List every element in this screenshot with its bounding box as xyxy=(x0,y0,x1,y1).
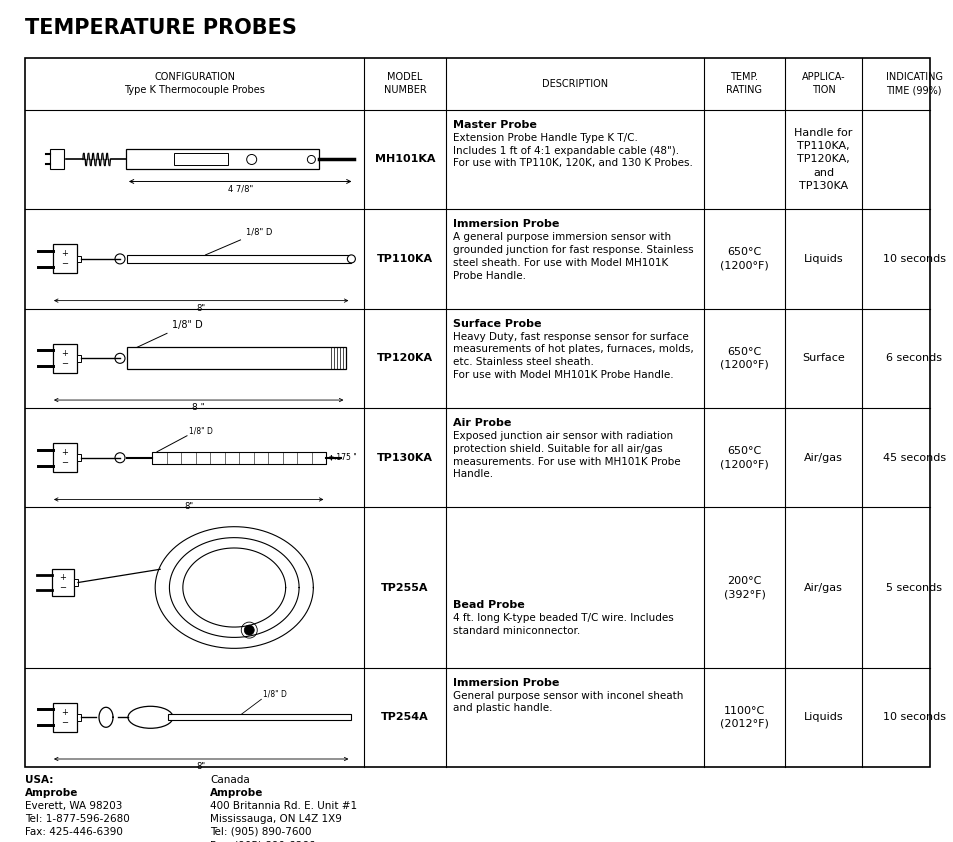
Text: Immersion Probe: Immersion Probe xyxy=(453,219,558,229)
Text: 8": 8" xyxy=(184,503,193,511)
Text: General purpose sensor with inconel sheath
and plastic handle.: General purpose sensor with inconel shea… xyxy=(453,690,682,713)
Text: TP110KA: TP110KA xyxy=(376,254,433,264)
Text: 200°C
(392°F): 200°C (392°F) xyxy=(722,576,764,600)
Text: DESCRIPTION: DESCRIPTION xyxy=(541,79,607,89)
Text: 1100°C
(2012°F): 1100°C (2012°F) xyxy=(720,706,768,729)
Text: Tel: 1-877-596-2680: Tel: 1-877-596-2680 xyxy=(25,814,130,824)
Bar xyxy=(74,579,78,586)
Bar xyxy=(152,452,326,464)
Bar xyxy=(127,255,351,263)
Text: Air/gas: Air/gas xyxy=(803,583,842,593)
Bar xyxy=(53,344,77,373)
Text: 10 seconds: 10 seconds xyxy=(882,254,944,264)
Text: Liquids: Liquids xyxy=(803,254,842,264)
Text: +: + xyxy=(62,249,69,258)
Text: Tel: (905) 890-7600: Tel: (905) 890-7600 xyxy=(210,827,312,837)
Text: A general purpose immersion sensor with
grounded junction for fast response. Sta: A general purpose immersion sensor with … xyxy=(453,232,693,280)
Text: MH101KA: MH101KA xyxy=(375,154,435,164)
Bar xyxy=(53,703,77,732)
Bar xyxy=(168,714,351,720)
Text: 8": 8" xyxy=(196,762,206,771)
Text: TP130KA: TP130KA xyxy=(376,453,433,463)
Circle shape xyxy=(347,255,355,263)
Bar xyxy=(77,255,81,263)
Circle shape xyxy=(247,154,256,164)
Text: TEMPERATURE PROBES: TEMPERATURE PROBES xyxy=(25,18,296,38)
Bar xyxy=(53,244,77,274)
Text: Surface: Surface xyxy=(801,354,844,364)
Text: Handle for
TP110KA,
TP120KA,
and
TP130KA: Handle for TP110KA, TP120KA, and TP130KA xyxy=(794,128,852,191)
Text: 1/8" D: 1/8" D xyxy=(263,690,287,698)
Text: Fax: (905) 890-6866: Fax: (905) 890-6866 xyxy=(210,840,314,842)
Ellipse shape xyxy=(128,706,172,728)
Text: TP255A: TP255A xyxy=(381,583,429,593)
Circle shape xyxy=(307,156,315,163)
Text: 4 ft. long K-type beaded T/C wire. Includes
standard miniconnector.: 4 ft. long K-type beaded T/C wire. Inclu… xyxy=(453,613,673,636)
Text: Liquids: Liquids xyxy=(803,712,842,722)
Text: −: − xyxy=(61,359,69,368)
Text: TP254A: TP254A xyxy=(381,712,429,722)
Text: 650°C
(1200°F): 650°C (1200°F) xyxy=(720,248,768,270)
Text: Heavy Duty, fast response sensor for surface
measurements of hot plates, furnace: Heavy Duty, fast response sensor for sur… xyxy=(453,332,693,380)
Text: Exposed junction air sensor with radiation
protection shield. Suitable for all a: Exposed junction air sensor with radiati… xyxy=(453,431,679,479)
Bar xyxy=(51,569,74,596)
Text: +: + xyxy=(62,707,69,717)
Text: Amprobe: Amprobe xyxy=(210,788,263,798)
Text: 8": 8" xyxy=(196,304,206,312)
Bar xyxy=(174,153,229,166)
Text: 1/8" D: 1/8" D xyxy=(245,228,272,237)
Text: Air/gas: Air/gas xyxy=(803,453,842,463)
Circle shape xyxy=(244,625,254,635)
Text: 1/8" D: 1/8" D xyxy=(189,427,213,436)
Text: Mississauga, ON L4Z 1X9: Mississauga, ON L4Z 1X9 xyxy=(210,814,341,824)
Text: Immersion Probe: Immersion Probe xyxy=(453,678,558,688)
Text: Fax: 425-446-6390: Fax: 425-446-6390 xyxy=(25,827,123,837)
Bar xyxy=(53,443,77,472)
Text: CONFIGURATION
Type K Thermocouple Probes: CONFIGURATION Type K Thermocouple Probes xyxy=(124,72,265,95)
Text: +: + xyxy=(59,573,67,582)
Text: −: − xyxy=(61,458,69,467)
Text: 400 Britannia Rd. E. Unit #1: 400 Britannia Rd. E. Unit #1 xyxy=(210,801,356,811)
Bar xyxy=(126,150,319,169)
Text: 10 seconds: 10 seconds xyxy=(882,712,944,722)
Bar xyxy=(25,58,929,767)
Text: 4 7/8": 4 7/8" xyxy=(228,184,253,194)
Text: 45 seconds: 45 seconds xyxy=(882,453,944,463)
Text: INDICATING
TIME (99%): INDICATING TIME (99%) xyxy=(884,72,942,95)
Text: 650°C
(1200°F): 650°C (1200°F) xyxy=(720,446,768,469)
Text: Master Probe: Master Probe xyxy=(453,120,537,130)
Text: Everett, WA 98203: Everett, WA 98203 xyxy=(25,801,122,811)
Text: −: − xyxy=(61,259,69,269)
Text: −: − xyxy=(61,718,69,727)
Text: Bead Probe: Bead Probe xyxy=(453,600,524,610)
Text: MODEL
NUMBER: MODEL NUMBER xyxy=(383,72,426,95)
Text: Amprobe: Amprobe xyxy=(25,788,78,798)
Bar xyxy=(77,714,81,721)
Text: .175 ": .175 " xyxy=(334,453,356,462)
Text: Surface Probe: Surface Probe xyxy=(453,318,540,328)
Bar xyxy=(77,355,81,362)
Text: 6 seconds: 6 seconds xyxy=(885,354,942,364)
Text: TP120KA: TP120KA xyxy=(376,354,433,364)
Bar xyxy=(77,455,81,461)
Bar xyxy=(50,150,64,169)
Text: −: − xyxy=(59,583,67,592)
Text: 650°C
(1200°F): 650°C (1200°F) xyxy=(720,347,768,370)
Text: Canada: Canada xyxy=(210,775,250,785)
Text: +: + xyxy=(62,448,69,457)
Text: +: + xyxy=(62,349,69,358)
Text: APPLICA-
TION: APPLICA- TION xyxy=(801,72,844,95)
Text: Extension Probe Handle Type K T/C.
Includes 1 ft of 4:1 expandable cable (48").
: Extension Probe Handle Type K T/C. Inclu… xyxy=(453,133,692,168)
Text: 5 seconds: 5 seconds xyxy=(885,583,942,593)
Bar xyxy=(127,348,346,370)
Text: TEMP.
RATING: TEMP. RATING xyxy=(726,72,761,95)
Text: 8 ": 8 " xyxy=(193,403,205,412)
Text: USA:: USA: xyxy=(25,775,53,785)
Text: 1/8" D: 1/8" D xyxy=(172,320,203,330)
Text: Air Probe: Air Probe xyxy=(453,418,511,428)
